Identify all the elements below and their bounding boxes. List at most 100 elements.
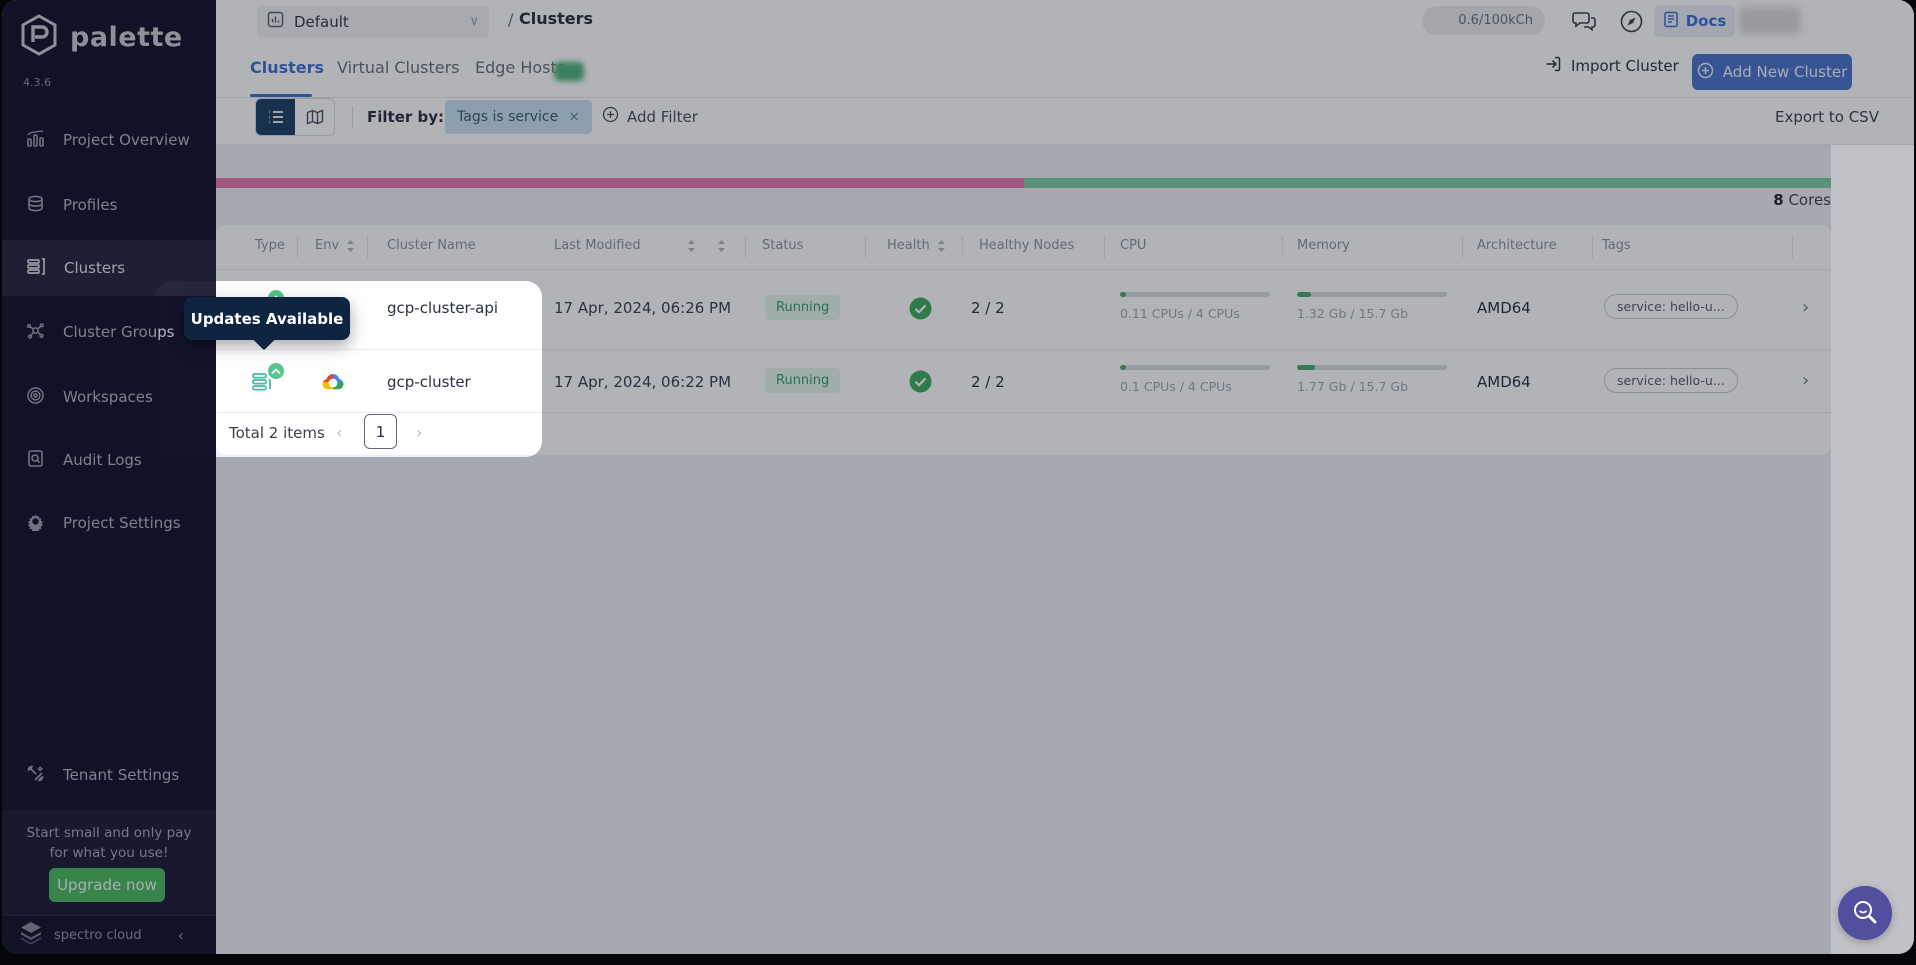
last-modified: 17 Apr, 2024, 06:22 PM	[554, 373, 732, 391]
filter-chip-label: Tags is service	[457, 109, 559, 125]
docs-button[interactable]: Docs	[1654, 5, 1735, 37]
col-memory[interactable]: Memory	[1297, 238, 1350, 253]
memory-meter-fill	[1297, 292, 1311, 297]
cores-unit: Cores	[1783, 191, 1831, 209]
pagination-next-icon[interactable]: ›	[416, 423, 423, 442]
project-select-value: Default	[294, 12, 349, 31]
col-env[interactable]: Env	[315, 238, 355, 253]
table-row[interactable]: gcp-cluster 17 Apr, 2024, 06:22 PM Runni…	[216, 351, 1831, 413]
filter-chip-tags-is-service[interactable]: Tags is service ×	[445, 100, 592, 134]
memory-meter: 1.32 Gb / 15.7 Gb	[1297, 292, 1447, 321]
upgrade-now-button[interactable]: Upgrade now	[49, 868, 165, 902]
sidebar-item-clusters[interactable]: Clusters	[2, 240, 216, 296]
cpu-meter: 0.11 CPUs / 4 CPUs	[1120, 292, 1270, 321]
collapse-sidebar-chevron[interactable]: ‹	[177, 925, 184, 945]
tag-pill[interactable]: service: hello-u...	[1604, 294, 1738, 319]
memory-label: 1.77 Gb / 15.7 Gb	[1297, 379, 1409, 394]
add-new-cluster-button[interactable]: Add New Cluster	[1692, 54, 1852, 90]
cluster-name[interactable]: gcp-cluster	[387, 373, 471, 391]
divider	[962, 236, 963, 258]
filter-by-label: Filter by:	[367, 108, 445, 126]
col-health[interactable]: Health	[887, 238, 946, 253]
tabs-row: Clusters Virtual Clusters Edge Hosts Imp…	[216, 42, 1914, 98]
sidebar-item-label: Project Overview	[63, 131, 190, 149]
spectro-cloud-logo-icon	[18, 921, 44, 949]
updates-available-badge	[266, 361, 286, 381]
col-cluster-name[interactable]: Cluster Name	[387, 238, 695, 253]
sidebar-item-profiles[interactable]: Profiles	[2, 177, 216, 233]
view-toggle-group	[255, 98, 335, 136]
tab-edge-hosts[interactable]: Edge Hosts	[475, 58, 566, 77]
last-modified: 17 Apr, 2024, 06:26 PM	[554, 299, 732, 317]
filter-bar: Filter by: Tags is service × Add Filter …	[216, 98, 1914, 145]
architecture: AMD64	[1477, 373, 1531, 391]
cluster-groups-icon	[26, 321, 45, 344]
cores-value: 8	[1773, 191, 1784, 209]
col-tags[interactable]: Tags	[1602, 238, 1631, 253]
import-cluster-label: Import Cluster	[1571, 57, 1679, 75]
chevron-down-icon: ∨	[469, 14, 479, 29]
table-header: Type Env Cluster Name Last Modified Stat…	[216, 225, 1831, 270]
status-badge: Running	[765, 368, 841, 393]
list-view-toggle[interactable]	[256, 99, 295, 135]
sort-icon	[688, 239, 695, 252]
tab-clusters[interactable]: Clusters	[250, 58, 325, 77]
pagination-prev-icon[interactable]: ‹	[336, 423, 343, 442]
col-last-modified[interactable]: Last Modified	[554, 238, 725, 253]
footer-brand: spectro cloud	[54, 927, 142, 943]
filter-chip-remove-icon[interactable]: ×	[568, 109, 580, 125]
workspaces-icon	[26, 386, 45, 409]
sidebar-item-label: Profiles	[63, 196, 118, 214]
capacity-free-segment	[1023, 178, 1831, 188]
sidebar-item-tenant-settings[interactable]: Tenant Settings	[2, 747, 216, 803]
plus-circle-icon	[602, 106, 619, 127]
map-view-toggle[interactable]	[295, 99, 334, 135]
sidebar-item-audit-logs[interactable]: Audit Logs	[2, 432, 216, 488]
divider	[745, 236, 746, 258]
row-chevron-right-icon[interactable]: ›	[1802, 370, 1810, 391]
project-select[interactable]: Default ∨	[257, 6, 489, 37]
cluster-name[interactable]: gcp-cluster-api	[387, 299, 499, 317]
table-row[interactable]: gcp-cluster-api 17 Apr, 2024, 06:26 PM R…	[216, 270, 1831, 350]
col-type[interactable]: Type	[255, 238, 285, 253]
add-new-cluster-label: Add New Cluster	[1722, 63, 1848, 81]
health-ok-icon	[909, 370, 932, 393]
cores-capacity-label: 8 Cores	[216, 191, 1831, 209]
active-tab-underline	[250, 94, 312, 97]
sidebar-item-cluster-groups[interactable]: Cluster Groups	[2, 304, 216, 360]
export-to-csv-button[interactable]: Export to CSV	[1775, 108, 1879, 126]
sidebar-footer: spectro cloud ‹	[2, 915, 216, 954]
col-healthy-nodes[interactable]: Healthy Nodes	[979, 238, 1075, 253]
add-filter-label: Add Filter	[627, 107, 698, 126]
divider	[1592, 236, 1593, 258]
add-filter-button[interactable]: Add Filter	[602, 106, 698, 127]
col-cpu[interactable]: CPU	[1120, 238, 1147, 253]
overview-chart-icon	[26, 129, 45, 152]
divider	[865, 236, 866, 258]
sidebar-item-project-settings[interactable]: Project Settings	[2, 495, 216, 551]
sidebar-item-workspaces[interactable]: Workspaces	[2, 369, 216, 425]
tab-virtual-clusters[interactable]: Virtual Clusters	[337, 58, 460, 77]
audit-logs-icon	[26, 449, 45, 472]
capacity-used-segment	[216, 178, 1024, 188]
edge-hosts-count-badge	[554, 62, 584, 81]
row-chevron-right-icon[interactable]: ›	[1802, 297, 1810, 318]
divider	[367, 236, 368, 258]
palette-logo: palette	[18, 13, 183, 61]
tooltip-text: Updates Available	[190, 309, 344, 328]
col-status[interactable]: Status	[762, 238, 804, 253]
tag-pill[interactable]: service: hello-u...	[1604, 368, 1738, 393]
pagination-page-1[interactable]: 1	[364, 414, 397, 449]
chat-button[interactable]	[1568, 5, 1602, 37]
compass-explore-button[interactable]	[1614, 5, 1648, 37]
help-search-fab[interactable]	[1838, 886, 1892, 940]
profiles-stack-icon	[26, 194, 45, 217]
col-architecture[interactable]: Architecture	[1477, 238, 1557, 253]
topbar: Default ∨ / Clusters 0.6/100kCh	[216, 0, 1914, 42]
import-cluster-button[interactable]: Import Cluster	[1544, 55, 1679, 77]
status-badge: Running	[765, 295, 841, 320]
divider	[352, 106, 353, 129]
clusters-table: Type Env Cluster Name Last Modified Stat…	[216, 225, 1831, 455]
sort-icon	[347, 239, 355, 252]
sidebar-item-project-overview[interactable]: Project Overview	[2, 112, 216, 168]
